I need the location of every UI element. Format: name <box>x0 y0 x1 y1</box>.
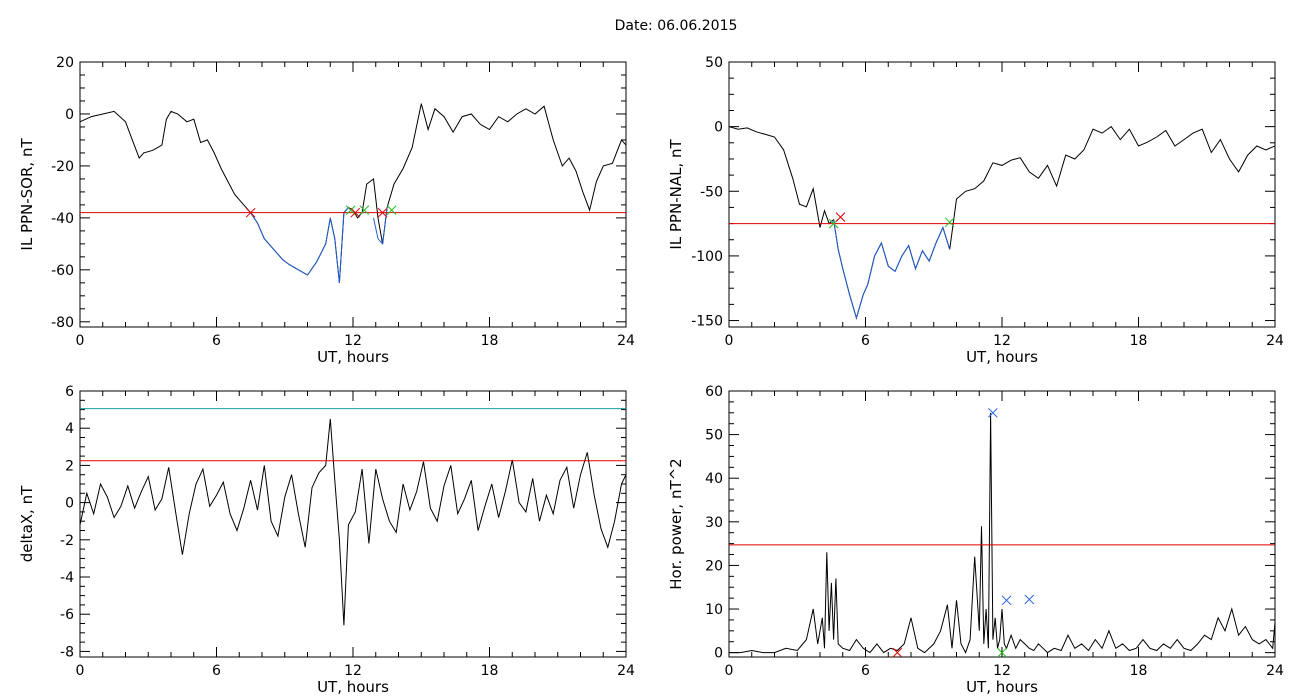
marker-blue <box>988 407 998 418</box>
x-tick-label: 0 <box>725 663 734 679</box>
plot-frame <box>79 390 627 658</box>
data-layer <box>80 103 626 283</box>
y-tick-label: -20 <box>51 159 74 175</box>
y-tick-label: 60 <box>705 384 723 400</box>
x-tick-label: 18 <box>481 333 499 349</box>
x-tick-label: 6 <box>212 663 221 679</box>
y-tick-label: -80 <box>51 315 74 331</box>
x-tick-label: 0 <box>725 333 734 349</box>
y-tick-label: 0 <box>714 120 723 136</box>
x-tick-label: 24 <box>617 333 635 349</box>
x-tick-label: 12 <box>993 663 1011 679</box>
marker-red <box>245 207 256 218</box>
plot-frame <box>79 61 627 328</box>
y-tick-label: 50 <box>705 55 723 71</box>
y-tick-label: 0 <box>65 107 74 123</box>
y-axis-label: Hor. power, nT^2 <box>667 458 685 589</box>
x-tick-label: 18 <box>1130 663 1148 679</box>
y-tick-label: 0 <box>714 646 723 662</box>
y-tick-label: 20 <box>705 558 723 574</box>
x-tick-label: 24 <box>1266 333 1284 349</box>
x-tick-label: 6 <box>212 333 221 349</box>
x-axis-label: UT, hours <box>317 678 389 696</box>
x-tick-label: 0 <box>76 333 85 349</box>
y-tick-label: -4 <box>60 570 74 586</box>
y-tick-label: -2 <box>60 533 74 549</box>
chart-hor-power: 0 6 12 18 24 60 50 40 30 20 10 0 UT, hours Hor. power… <box>667 384 1284 696</box>
chart-ppn-nal: 0 6 12 18 24 50 0 -50 -100 -150 UT, hours IL PPN-NA… <box>667 55 1284 366</box>
y-tick-label: 6 <box>65 384 74 400</box>
data-layer <box>80 408 626 626</box>
x-tick-label: 12 <box>344 663 362 679</box>
y-tick-label: 40 <box>705 471 723 487</box>
x-tick-label: 18 <box>1130 333 1148 349</box>
chart-deltax: 0 6 12 18 24 6 4 2 0 -2 -4 -6 -8 UT, hours deltaX, nT <box>18 384 635 696</box>
y-tick-label: -8 <box>60 644 74 660</box>
series-line-main <box>80 418 626 626</box>
series-line-highlight <box>250 207 349 283</box>
y-axis-label: IL PPN-NAL, nT <box>667 139 685 250</box>
y-tick-label: 30 <box>705 515 723 531</box>
marker-blue <box>1024 594 1035 605</box>
y-tick-label: 50 <box>705 428 723 444</box>
marker-green <box>386 205 397 215</box>
x-tick-label: 6 <box>861 333 870 349</box>
chart-ppn-sor: 0 6 12 18 24 20 0 -20 -40 -60 -80 UT, hours IL PPN-S… <box>18 55 635 366</box>
y-axis-label: IL PPN-SOR, nT <box>18 138 36 251</box>
figure-title: Date: 06.06.2015 <box>614 18 738 34</box>
data-layer <box>729 125 1275 320</box>
y-tick-label: 2 <box>65 458 74 474</box>
x-tick-label: 12 <box>344 333 362 349</box>
x-tick-label: 0 <box>76 663 85 679</box>
x-axis-label: UT, hours <box>317 348 389 366</box>
x-axis-label: UT, hours <box>966 678 1038 696</box>
series-line-highlight <box>833 219 951 320</box>
marker-green <box>345 205 356 215</box>
marker-red <box>377 207 388 218</box>
marker-blue <box>1001 595 1012 606</box>
marker-green <box>359 205 370 215</box>
y-tick-label: -60 <box>51 263 74 279</box>
series-line-main <box>729 125 1275 320</box>
x-tick-label: 24 <box>1266 663 1284 679</box>
y-tick-label: -50 <box>700 184 723 200</box>
marker-green <box>944 217 955 228</box>
y-tick-label: -6 <box>60 607 74 623</box>
data-layer <box>729 407 1275 657</box>
y-tick-label: -150 <box>691 314 723 330</box>
x-tick-label: 6 <box>861 663 870 679</box>
series-line-main <box>729 412 1275 654</box>
y-tick-label: 4 <box>65 421 74 437</box>
y-tick-label: -40 <box>51 211 74 227</box>
x-tick-label: 12 <box>993 333 1011 349</box>
y-tick-label: 10 <box>705 602 723 618</box>
x-tick-label: 18 <box>481 663 499 679</box>
y-tick-label: 0 <box>65 496 74 512</box>
y-axis-label: deltaX, nT <box>18 485 36 562</box>
y-tick-label: -100 <box>691 249 723 265</box>
marker-green <box>997 647 1007 657</box>
series-line-highlight <box>373 207 388 246</box>
marker-red <box>350 207 361 218</box>
y-tick-label: 20 <box>56 55 74 71</box>
x-tick-label: 24 <box>617 663 635 679</box>
series-line-main <box>80 103 626 283</box>
x-axis-label: UT, hours <box>966 348 1038 366</box>
marker-red <box>892 647 903 657</box>
marker-red <box>835 212 846 222</box>
